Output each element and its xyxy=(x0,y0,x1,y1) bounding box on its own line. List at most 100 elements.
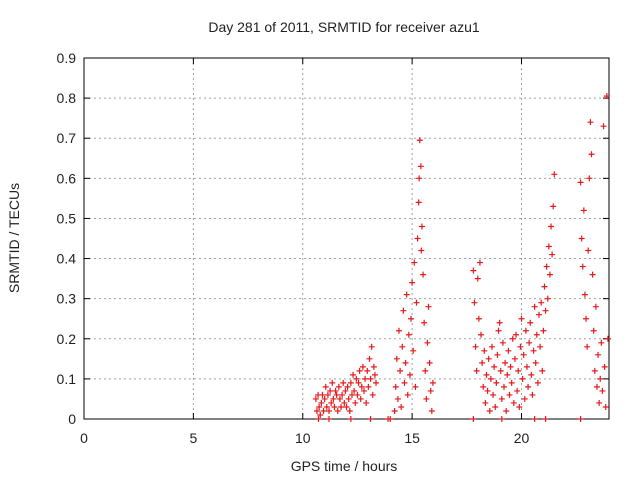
data-point xyxy=(320,407,327,414)
y-tick-label: 0.2 xyxy=(57,331,77,347)
data-point xyxy=(502,359,509,366)
data-point xyxy=(522,327,529,334)
data-point xyxy=(471,299,478,306)
data-point xyxy=(530,347,537,354)
data-point xyxy=(588,151,595,158)
data-point xyxy=(551,171,558,178)
data-point xyxy=(603,93,610,100)
data-point xyxy=(429,379,436,386)
data-point xyxy=(516,403,523,410)
data-point xyxy=(362,375,369,382)
data-point xyxy=(518,315,525,322)
data-point xyxy=(604,335,611,342)
data-point xyxy=(343,403,350,410)
data-point xyxy=(313,407,320,414)
data-point xyxy=(597,375,604,382)
data-point xyxy=(410,347,417,354)
data-point xyxy=(598,339,605,346)
y-tick-label: 0.8 xyxy=(57,90,77,106)
data-point xyxy=(416,175,423,182)
data-point xyxy=(350,371,357,378)
data-point xyxy=(393,355,400,362)
data-point xyxy=(495,327,502,334)
data-point xyxy=(356,367,363,374)
data-point xyxy=(422,367,429,374)
data-point xyxy=(590,327,597,334)
data-point xyxy=(483,371,490,378)
data-point xyxy=(359,363,366,370)
data-point xyxy=(521,395,528,402)
data-point xyxy=(578,235,585,242)
data-point xyxy=(335,383,342,390)
data-point xyxy=(366,355,373,362)
data-point xyxy=(538,299,545,306)
data-point xyxy=(328,399,335,406)
data-point xyxy=(600,123,607,130)
data-point xyxy=(396,327,402,334)
data-point xyxy=(591,367,598,374)
data-point xyxy=(484,387,491,394)
data-point xyxy=(523,363,530,370)
data-point xyxy=(487,375,494,382)
x-tick-label: 0 xyxy=(80,430,88,446)
data-point xyxy=(369,391,376,398)
data-point xyxy=(341,399,348,406)
data-point xyxy=(415,199,422,206)
data-point xyxy=(342,387,349,394)
data-point xyxy=(534,379,541,386)
data-point xyxy=(593,383,600,390)
data-point xyxy=(485,355,492,362)
data-point xyxy=(515,367,522,374)
data-point xyxy=(339,391,346,398)
data-point xyxy=(505,347,512,354)
y-tick-label: 0.4 xyxy=(57,251,77,267)
data-point xyxy=(332,387,339,394)
data-point xyxy=(317,411,324,418)
data-point xyxy=(330,395,337,402)
data-point xyxy=(496,319,503,326)
data-point xyxy=(391,407,398,414)
data-point xyxy=(577,416,584,422)
data-point xyxy=(531,303,538,310)
data-point xyxy=(364,367,371,374)
data-point xyxy=(400,307,407,314)
data-point xyxy=(474,275,481,282)
data-point xyxy=(579,263,586,270)
data-point xyxy=(592,303,599,310)
data-point xyxy=(427,387,434,394)
data-point xyxy=(318,399,325,406)
data-point xyxy=(406,371,413,378)
data-point xyxy=(326,407,332,414)
data-point xyxy=(599,387,606,394)
data-point xyxy=(365,383,372,390)
data-point xyxy=(589,271,596,278)
data-point xyxy=(492,403,499,410)
data-point xyxy=(472,343,479,350)
data-point xyxy=(497,367,504,374)
data-point xyxy=(405,331,412,338)
plot-frame xyxy=(83,57,610,420)
data-point xyxy=(509,335,516,342)
data-point xyxy=(358,383,365,390)
data-point xyxy=(513,331,520,338)
data-point xyxy=(546,271,553,278)
data-point xyxy=(508,379,515,386)
x-tick-label: 10 xyxy=(295,430,311,446)
data-point xyxy=(418,247,425,254)
data-point xyxy=(424,339,431,346)
data-point xyxy=(409,279,416,286)
data-point xyxy=(491,363,498,370)
data-point xyxy=(402,359,409,366)
y-tick-label: 0.5 xyxy=(57,210,77,226)
data-point xyxy=(417,163,424,170)
data-point xyxy=(511,355,518,362)
data-point xyxy=(480,383,487,390)
data-point xyxy=(416,137,423,144)
data-point xyxy=(367,375,374,382)
data-point xyxy=(421,319,428,326)
data-point xyxy=(370,363,377,370)
y-tick-label: 0 xyxy=(68,411,76,427)
data-point xyxy=(531,416,538,422)
data-point xyxy=(529,391,536,398)
data-point xyxy=(488,343,495,350)
